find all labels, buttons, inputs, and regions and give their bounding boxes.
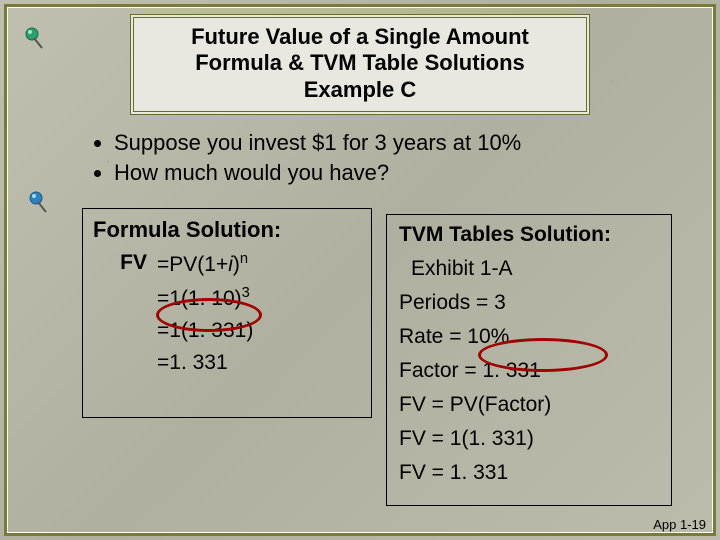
formula-row: =1(1. 10)3 [93, 285, 361, 311]
bullet-list: Suppose you invest $1 for 3 years at 10%… [92, 130, 652, 190]
tvm-row: Exhibit 1-A [399, 257, 659, 281]
formula-row: =1(1. 331) [93, 319, 361, 343]
tvm-row: FV = PV(Factor) [399, 393, 659, 417]
sup: 3 [242, 285, 250, 301]
tvm-row: FV = 1(1. 331) [399, 427, 659, 451]
tvm-row: Rate = 10% [399, 325, 659, 349]
bullet-item: How much would you have? [114, 160, 652, 186]
formula-rhs: =1(1. 10)3 [157, 285, 361, 311]
sup: n [240, 251, 248, 267]
title-line-3: Example C [144, 77, 576, 103]
txt: =PV(1+ [157, 253, 228, 276]
txt: ) [233, 253, 240, 276]
pushpin-icon [26, 190, 50, 214]
tvm-row: Factor = 1. 331 [399, 359, 659, 383]
formula-row: FV =PV(1+i)n [93, 251, 361, 277]
formula-row: =1. 331 [93, 351, 361, 375]
tvm-row: Periods = 3 [399, 291, 659, 315]
pushpin-icon [22, 26, 46, 50]
formula-rhs: =1. 331 [157, 351, 361, 375]
formula-rhs: =1(1. 331) [157, 319, 361, 343]
title-box: Future Value of a Single Amount Formula … [130, 14, 590, 115]
page-number: App 1-19 [653, 517, 706, 532]
tvm-heading: TVM Tables Solution: [399, 223, 659, 247]
bullet-item: Suppose you invest $1 for 3 years at 10% [114, 130, 652, 156]
title-line-1: Future Value of a Single Amount [144, 24, 576, 50]
formula-lhs: FV [93, 251, 157, 277]
title-line-2: Formula & TVM Table Solutions [144, 50, 576, 76]
tvm-row: FV = 1. 331 [399, 461, 659, 485]
txt: =1(1. 10) [157, 287, 242, 310]
formula-rhs: =PV(1+i)n [157, 251, 361, 277]
formula-solution-box: Formula Solution: FV =PV(1+i)n =1(1. 10)… [82, 208, 372, 418]
tvm-solution-box: TVM Tables Solution: Exhibit 1-A Periods… [386, 214, 672, 506]
formula-heading: Formula Solution: [93, 217, 361, 243]
